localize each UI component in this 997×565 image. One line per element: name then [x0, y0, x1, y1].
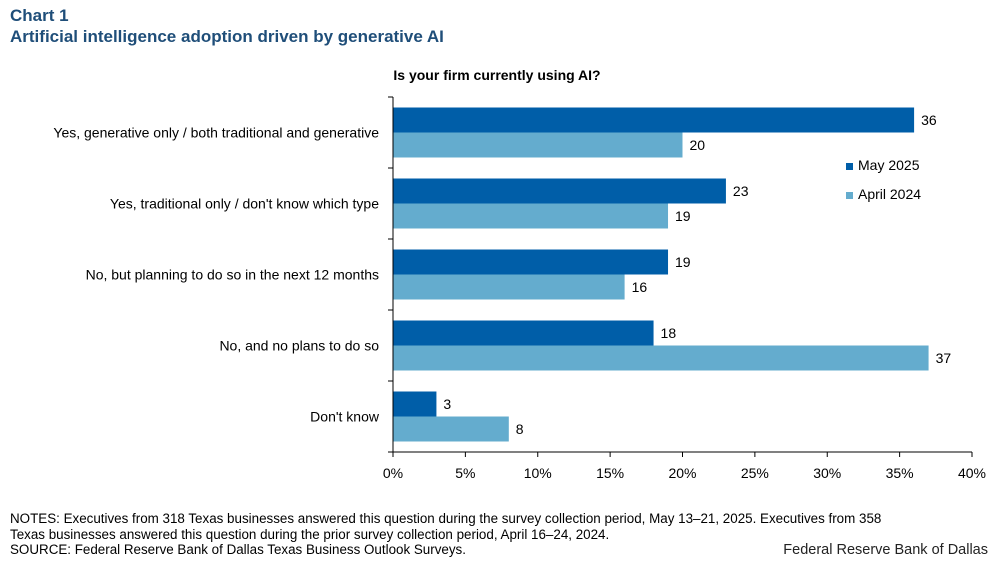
x-tick-label: 5% — [455, 465, 475, 481]
x-tick-label: 35% — [886, 465, 914, 481]
notes-block: NOTES: Executives from 318 Texas busines… — [10, 511, 995, 558]
x-tick-label: 40% — [958, 465, 986, 481]
legend-label: May 2025 — [858, 157, 920, 173]
data-label: 20 — [690, 137, 706, 153]
chart-number: Chart 1 — [10, 6, 69, 25]
chart-title: Artificial intelligence adoption driven … — [10, 27, 444, 46]
chart-subtitle: Is your firm currently using AI? — [393, 67, 600, 83]
bar-may-2025 — [393, 178, 726, 204]
legend-swatch — [846, 192, 853, 199]
x-axis: 0% 5% 10% 15% 20% 25% 30% 35% 40% — [383, 96, 986, 481]
bar-may-2025 — [393, 249, 669, 275]
category-label: Yes, generative only / both traditional … — [53, 125, 379, 141]
data-label: 8 — [516, 421, 524, 437]
bar-april-2024 — [393, 416, 509, 442]
x-tick-label: 20% — [668, 465, 696, 481]
legend-label: April 2024 — [858, 186, 921, 202]
bar-april-2024 — [393, 274, 625, 300]
data-label: 36 — [921, 112, 937, 128]
category-label: No, but planning to do so in the next 12… — [86, 267, 379, 283]
bar-april-2024 — [393, 345, 929, 371]
data-label: 23 — [733, 183, 749, 199]
x-tick-label: 30% — [813, 465, 841, 481]
data-label: 19 — [675, 208, 691, 224]
legend-swatch — [846, 163, 853, 170]
x-tick-label: 25% — [741, 465, 769, 481]
data-label: 3 — [443, 396, 451, 412]
x-tick-label: 15% — [596, 465, 624, 481]
category-labels: Yes, generative only / both traditional … — [53, 125, 379, 425]
category-label: No, and no plans to do so — [219, 338, 379, 354]
bar-chart: Is your firm currently using AI? 36 20 23 1… — [53, 67, 986, 481]
category-label: Yes, traditional only / don't know which… — [110, 196, 379, 212]
legend: May 2025 April 2024 — [846, 157, 921, 202]
notes-line-2: Texas businesses answered this question … — [10, 526, 610, 542]
data-label: 19 — [675, 254, 691, 270]
bars-layer: 36 20 23 19 19 16 18 37 3 8 — [393, 107, 952, 442]
brand-logo-text: Federal Reserve Bank of Dallas — [783, 542, 988, 558]
x-tick-label: 0% — [383, 465, 403, 481]
x-tick-label: 10% — [524, 465, 552, 481]
bar-april-2024 — [393, 203, 669, 229]
data-label: 18 — [661, 325, 677, 341]
bar-may-2025 — [393, 320, 654, 346]
source-line: SOURCE: Federal Reserve Bank of Dallas T… — [10, 542, 466, 557]
category-label: Don't know — [310, 409, 380, 425]
notes-line-1: NOTES: Executives from 318 Texas busines… — [10, 511, 882, 526]
bar-april-2024 — [393, 132, 683, 158]
bar-may-2025 — [393, 391, 437, 417]
data-label: 16 — [632, 279, 648, 295]
bar-may-2025 — [393, 107, 915, 133]
data-label: 37 — [936, 350, 952, 366]
